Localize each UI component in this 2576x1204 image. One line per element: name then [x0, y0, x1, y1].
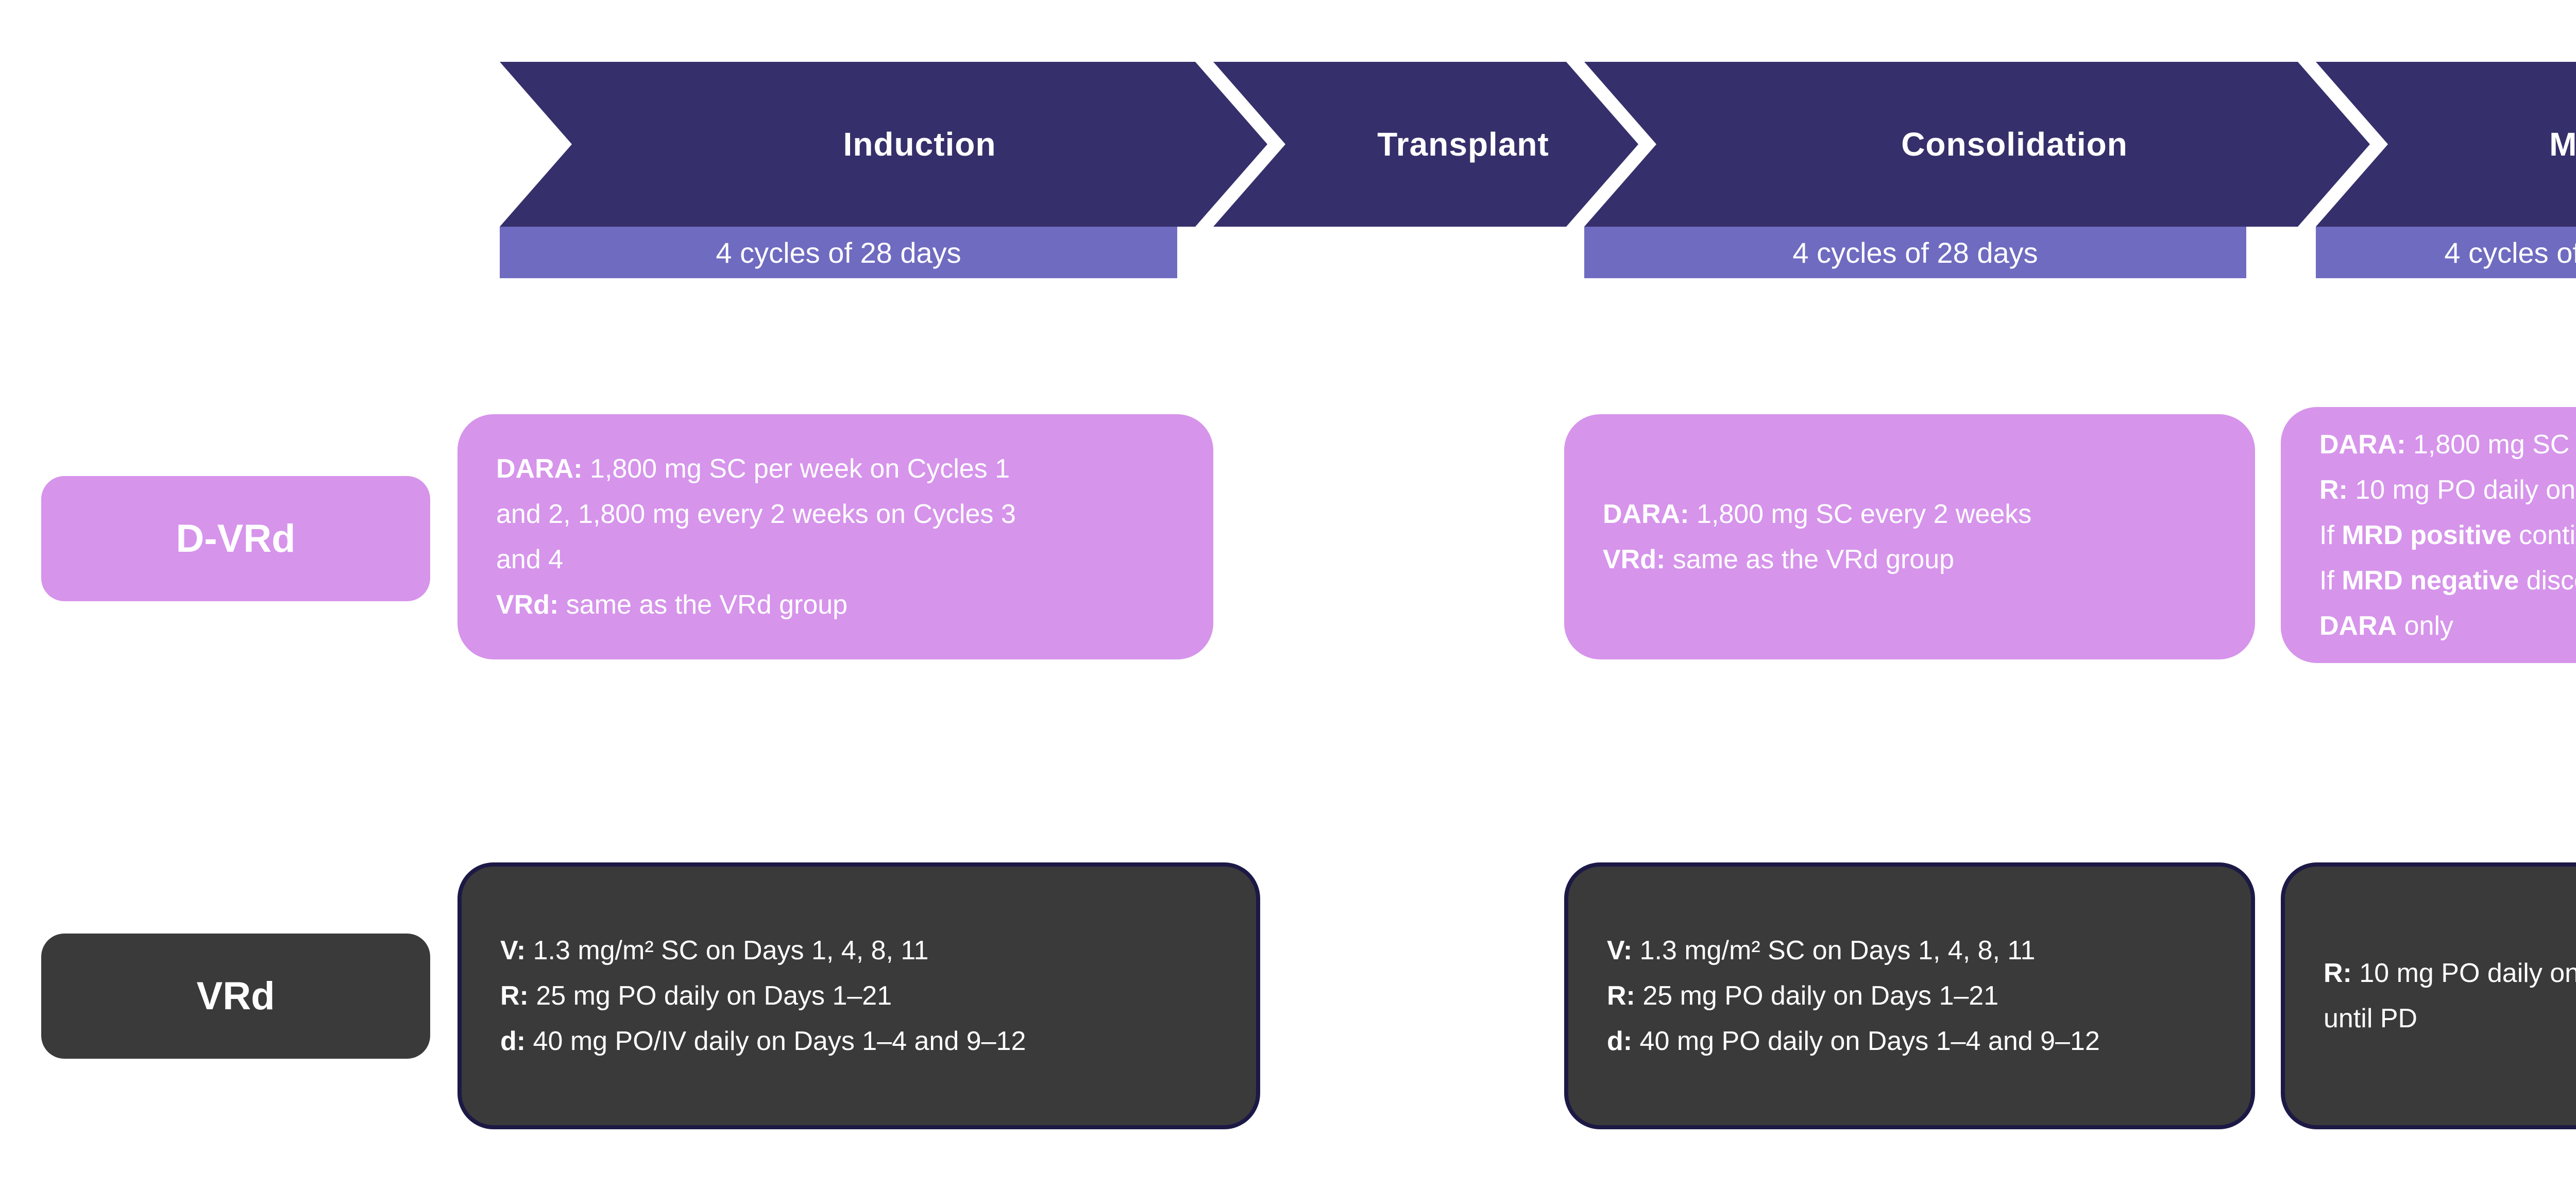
- phase-arrow-induction: [500, 62, 1267, 227]
- box-text-line: and 2, 1,800 mg every 2 weeks on Cycles …: [496, 499, 1016, 529]
- arm-label-vrd: VRd: [41, 934, 430, 1059]
- box-text-line: DARA: 1,800 mg SC every 2 weeks: [1603, 499, 2032, 529]
- box-text-line: R: 25 mg PO daily on Days 1–21: [500, 981, 892, 1011]
- box-text-line: DARA: 1,800 mg SC every 4 weeks: [2319, 429, 2576, 460]
- box-text-line: and 4: [496, 545, 564, 574]
- box-text-line: If MRD negative discontinue: [2319, 565, 2576, 596]
- phase-label-transplant: Transplant: [1377, 126, 1549, 163]
- cycle-bar-maintenance: 4 cycles of 28 days: [2316, 227, 2576, 278]
- box-text-line: R: 10 mg PO daily on Days 1–28: [2319, 474, 2576, 505]
- dvrd-induction-box: DARA: 1,800 mg SC per week on Cycles 1 an…: [457, 414, 1213, 659]
- box-text-line: VRd: same as the VRd group: [496, 590, 848, 620]
- box-text-line: DARA: 1,800 mg SC per week on Cycles 1: [496, 454, 1010, 484]
- box-text-line: d: 40 mg PO daily on Days 1–4 and 9–12: [1607, 1026, 2100, 1056]
- phase-label-maintenance: Maintenance: [2549, 126, 2576, 163]
- box-text-line: R: 10 mg PO daily on Days 1–28: [2324, 958, 2576, 988]
- box-text-line: If MRD positive continue until PD: [2319, 520, 2576, 550]
- dvrd-maintenance-box: DARA: 1,800 mg SC every 4 weeks R: 10 mg …: [2281, 407, 2576, 663]
- vrd-consolidation-box: V: 1.3 mg/m² SC on Days 1, 4, 8, 11 R: 25…: [1564, 862, 2255, 1129]
- dvrd-consolidation-box: DARA: 1,800 mg SC every 2 weeks VRd: same…: [1564, 414, 2255, 659]
- vrd-induction-box: V: 1.3 mg/m² SC on Days 1, 4, 8, 11 R: 25…: [457, 862, 1260, 1129]
- arm-label-dvrd: D-VRd: [41, 476, 430, 601]
- phase-label-induction: Induction: [843, 126, 996, 163]
- phase-arrow-maintenance: [2316, 62, 2576, 227]
- phase-arrow-transplant: [1213, 62, 1638, 227]
- cycle-bar-induction: 4 cycles of 28 days: [500, 227, 1177, 278]
- cycle-bar-consolidation: 4 cycles of 28 days: [1584, 227, 2246, 278]
- vrd-maintenance-box: R: 10 mg PO daily on Days 1–28 until PD: [2281, 862, 2576, 1129]
- box-text-line: until PD: [2324, 1004, 2418, 1033]
- box-text-line: VRd: same as the VRd group: [1603, 545, 1955, 574]
- box-text-line: V: 1.3 mg/m² SC on Days 1, 4, 8, 11: [1607, 936, 2036, 965]
- phase-arrow-band: [500, 62, 2576, 227]
- phase-label-consolidation: Consolidation: [1901, 126, 2128, 163]
- box-text-line: V: 1.3 mg/m² SC on Days 1, 4, 8, 11: [500, 936, 929, 965]
- phase-arrow-consolidation: [1584, 62, 2370, 227]
- box-text-line: DARA only: [2319, 611, 2454, 641]
- box-text-line: R: 25 mg PO daily on Days 1–21: [1607, 981, 1999, 1011]
- box-text-line: d: 40 mg PO/IV daily on Days 1–4 and 9–1…: [500, 1026, 1026, 1056]
